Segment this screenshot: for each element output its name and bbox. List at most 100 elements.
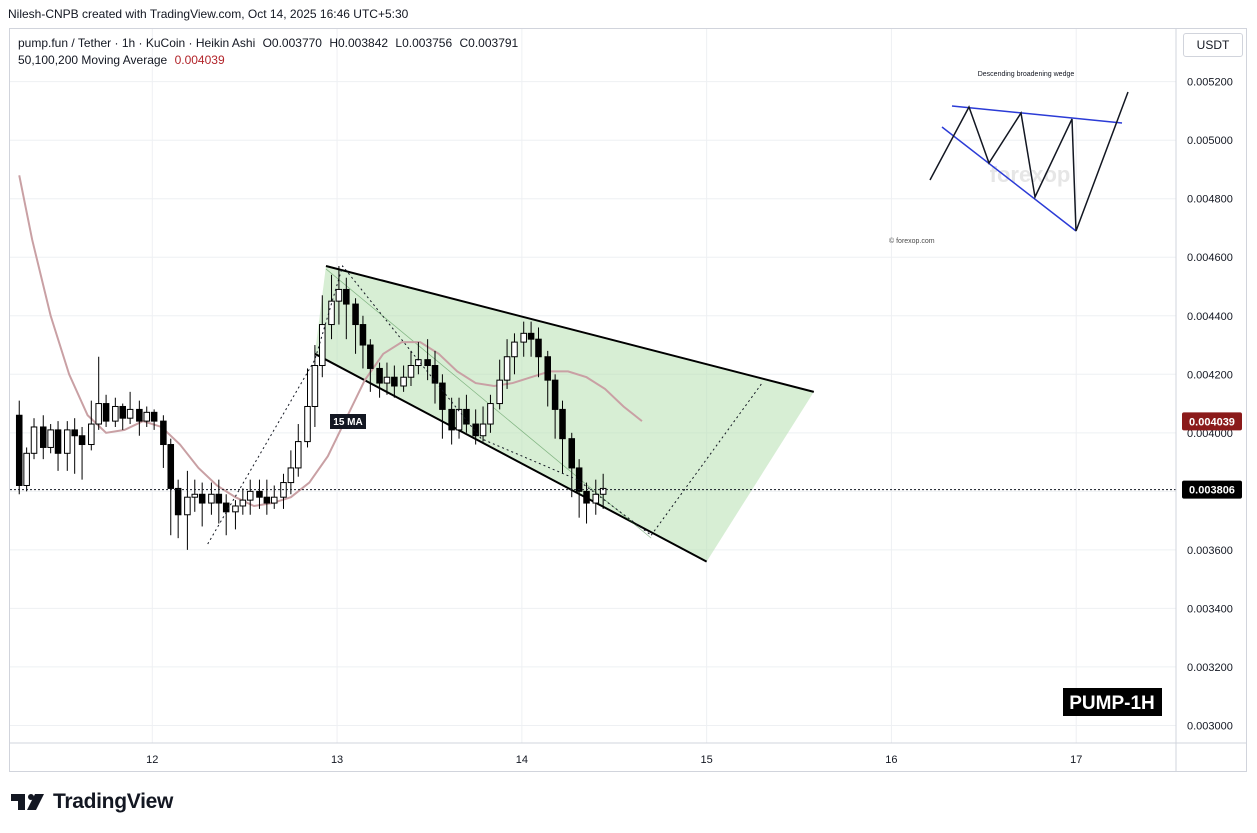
candle-body [415, 359, 422, 367]
candle-body [568, 438, 576, 469]
candle-body [383, 376, 391, 384]
chart-frame[interactable] [9, 28, 1247, 772]
candle-body [126, 408, 134, 419]
candle-body [424, 359, 431, 367]
candle-body [583, 490, 590, 504]
candle-body [311, 365, 319, 407]
candle-body [15, 414, 23, 486]
candle-body [463, 408, 470, 425]
candle-body [496, 379, 503, 405]
candle-body [64, 429, 71, 454]
ma-price-tag [1182, 412, 1242, 431]
candle-body [222, 502, 230, 513]
candle-body [54, 429, 62, 454]
y-tick-label: 0.004200 [1187, 369, 1233, 381]
candle-body [150, 411, 158, 422]
moving-average-line [18, 175, 643, 508]
candle-body [439, 382, 446, 410]
candle-body [23, 452, 30, 486]
legend-high-label: H [329, 36, 338, 50]
candle-body [112, 405, 119, 422]
y-tick-label: 0.003200 [1187, 662, 1233, 674]
candle-body [527, 332, 535, 340]
candle-body [160, 420, 167, 446]
candle-body [246, 490, 254, 501]
candle-body [376, 367, 383, 384]
y-tick-label: 0.003000 [1187, 720, 1233, 732]
candle-body [30, 426, 38, 454]
candle-body [448, 408, 455, 431]
candle-body [367, 344, 374, 369]
y-tick-label: 0.004400 [1187, 311, 1233, 323]
candle-body [559, 408, 566, 440]
candle-body [352, 303, 359, 326]
candle-body [343, 288, 350, 305]
candle-body [47, 429, 54, 448]
candle-body [294, 441, 302, 469]
current-price-tag [1182, 480, 1242, 499]
y-tick-label: 0.003400 [1187, 603, 1233, 615]
candle-body [455, 408, 463, 431]
projection-path [207, 264, 763, 545]
tradingview-logo[interactable]: TradingView [11, 790, 173, 814]
candle-body [359, 324, 367, 346]
current-price-label: 0.003806 [1189, 485, 1235, 497]
candle-body [503, 356, 511, 381]
candle-body [136, 408, 143, 422]
candle-body [487, 403, 494, 425]
candle-body [191, 493, 199, 498]
candle-body [592, 493, 600, 504]
breakout-projection-dotted [650, 382, 763, 536]
legend-symbol-row: pump.fun / Tether · 1h · KuCoin · Heikin… [18, 35, 518, 52]
legend-high: 0.003842 [338, 36, 389, 50]
legend-open: 0.003770 [271, 36, 322, 50]
time-axis: 12 13 14 15 16 17 [10, 742, 1247, 766]
candle-body [256, 490, 263, 498]
candle-body [198, 493, 206, 504]
x-tick-label: 13 [331, 754, 343, 766]
candle-body [520, 332, 527, 343]
currency-button[interactable]: USDT [1183, 33, 1243, 57]
legend-ma-value: 0.004039 [174, 53, 225, 67]
wedge-upper-trendline [325, 265, 815, 393]
legend-close-label: C [459, 36, 469, 50]
candle-body [328, 300, 335, 326]
candle-body [208, 493, 215, 504]
candle-body [215, 493, 223, 504]
legend-ma-label: 50,100,200 Moving Average [18, 53, 168, 67]
candle-body [551, 379, 559, 410]
candle-body [304, 405, 311, 443]
x-tick-label: 15 [701, 754, 713, 766]
price-path-dotted [207, 264, 652, 545]
candle-body [407, 365, 415, 378]
candle-body [335, 288, 343, 302]
candle-body [431, 365, 439, 384]
legend-low-label: L [395, 36, 403, 50]
candle-body [95, 403, 102, 425]
inset-zigzag [929, 91, 1129, 232]
inset-lower-line [941, 126, 1077, 232]
legend-low: 0.003756 [402, 36, 453, 50]
candle-body [239, 499, 247, 507]
ma-label-box [330, 414, 366, 429]
candle-body [391, 376, 398, 387]
candle-body [71, 429, 78, 437]
chart-overlays: 15 MA PUMP-1H [10, 414, 1176, 716]
candle-body [270, 496, 278, 504]
inset-credit: © forexop.com [889, 237, 935, 245]
candle-body [167, 444, 175, 489]
tradingview-logo-icon [11, 794, 44, 810]
y-tick-label: 0.004600 [1187, 252, 1233, 264]
x-tick-label: 12 [146, 754, 158, 766]
legend-open-label: O [262, 36, 272, 50]
price-axis: 0.0030000.0032000.0034000.0036000.003800… [1175, 29, 1242, 772]
x-tick-label: 16 [885, 754, 897, 766]
x-tick-label: 14 [516, 754, 528, 766]
candlestick-series [15, 266, 607, 550]
legend-close: 0.003791 [468, 36, 519, 50]
ma-label-text: 15 MA [333, 417, 362, 428]
candle-body [78, 435, 86, 446]
candle-body [119, 405, 126, 419]
